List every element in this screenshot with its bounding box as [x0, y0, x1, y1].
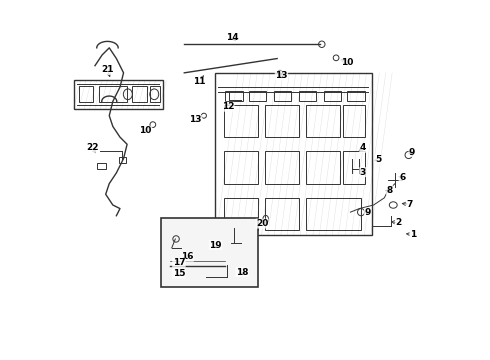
Text: 10: 10 [140, 126, 152, 135]
Bar [223, 198, 258, 230]
Text: 12: 12 [221, 102, 234, 111]
Bar [265, 152, 298, 184]
Bar [132, 86, 147, 102]
Text: 19: 19 [209, 240, 222, 249]
Bar [323, 91, 342, 102]
Bar [119, 157, 126, 163]
Text: 22: 22 [86, 143, 98, 152]
Text: 6: 6 [399, 173, 405, 182]
Text: 20: 20 [256, 219, 269, 228]
Bar [273, 91, 292, 102]
Text: 9: 9 [365, 208, 371, 217]
Bar [225, 91, 243, 102]
Bar [265, 198, 298, 230]
Bar [248, 91, 267, 102]
Text: 18: 18 [236, 268, 248, 277]
Bar [149, 86, 160, 102]
Text: 10: 10 [341, 58, 353, 67]
Text: 7: 7 [407, 200, 413, 209]
Text: 11: 11 [193, 77, 205, 86]
Text: 2: 2 [395, 219, 402, 228]
Text: 16: 16 [181, 252, 194, 261]
Text: 4: 4 [360, 143, 366, 152]
Bar [306, 105, 340, 137]
Bar [343, 105, 365, 137]
Text: 3: 3 [360, 168, 366, 177]
Bar [306, 198, 361, 230]
Bar [298, 91, 317, 102]
Bar [79, 86, 93, 102]
Text: 5: 5 [375, 155, 381, 164]
Text: 13: 13 [275, 71, 288, 80]
Text: 17: 17 [172, 258, 185, 267]
Text: 21: 21 [101, 66, 114, 75]
FancyBboxPatch shape [161, 217, 258, 287]
Text: 9: 9 [409, 148, 416, 157]
Text: 1: 1 [410, 230, 416, 239]
Text: 14: 14 [226, 33, 239, 42]
Bar [223, 152, 258, 184]
Text: 13: 13 [190, 116, 202, 125]
Bar [343, 152, 365, 184]
Bar [97, 163, 106, 169]
Text: 15: 15 [172, 269, 185, 278]
Bar [306, 152, 340, 184]
Text: 8: 8 [387, 185, 393, 194]
Bar [223, 105, 258, 137]
Bar [265, 105, 298, 137]
Bar [98, 86, 127, 102]
Bar [347, 91, 365, 102]
